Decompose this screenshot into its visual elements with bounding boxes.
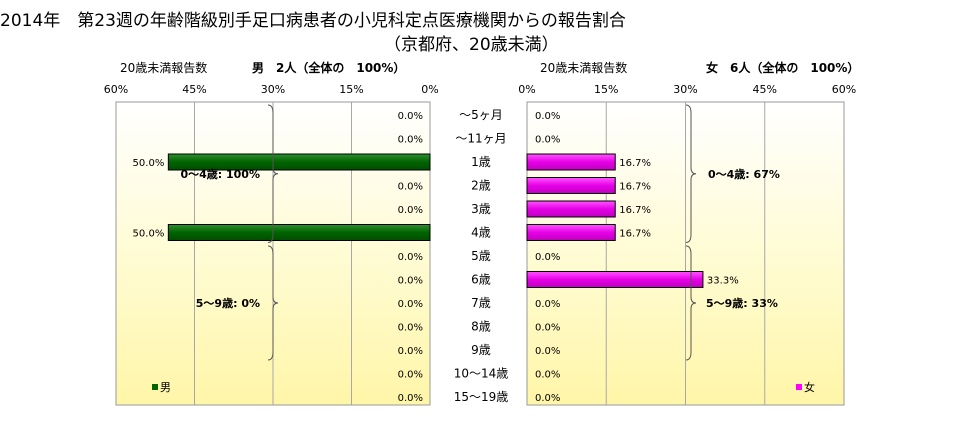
category-label: 1歳 bbox=[471, 155, 491, 169]
female-data-label: 33.3% bbox=[707, 276, 739, 287]
male-data-label: 0.0% bbox=[398, 252, 423, 263]
male-bar bbox=[167, 153, 431, 171]
female-data-label: 16.7% bbox=[619, 158, 651, 169]
female-tick-label: 45% bbox=[753, 83, 777, 96]
female-bar bbox=[526, 200, 616, 218]
female-data-label: 0.0% bbox=[535, 323, 560, 334]
category-label: 8歳 bbox=[471, 320, 491, 334]
female-bar bbox=[526, 177, 616, 194]
female-group-label: 0～4歳: 67% bbox=[708, 167, 780, 181]
female-bar bbox=[526, 224, 616, 241]
male-data-label: 0.0% bbox=[398, 135, 423, 146]
male-tick-label: 30% bbox=[261, 83, 285, 96]
female-data-label: 0.0% bbox=[535, 393, 560, 404]
category-label: 4歳 bbox=[471, 226, 491, 240]
male-data-label: 0.0% bbox=[398, 323, 423, 334]
female-data-label: 0.0% bbox=[535, 252, 560, 263]
male-legend-label: 男 bbox=[160, 381, 171, 394]
female-data-label: 16.7% bbox=[619, 182, 651, 193]
male-data-label: 0.0% bbox=[398, 111, 423, 122]
category-label: 15～19歳 bbox=[454, 390, 509, 404]
male-data-label: 0.0% bbox=[398, 346, 423, 357]
female-tick-label: 15% bbox=[594, 83, 618, 96]
male-tick-label: 15% bbox=[339, 83, 363, 96]
category-label: 9歳 bbox=[471, 343, 491, 357]
female-group-label: 5～9歳: 33% bbox=[706, 296, 778, 310]
male-data-label: 0.0% bbox=[398, 276, 423, 287]
male-group-bracket bbox=[267, 245, 279, 361]
female-group-bracket bbox=[685, 245, 697, 361]
female-count-label: 20歳未満報告数 bbox=[540, 60, 627, 75]
category-label: 7歳 bbox=[471, 296, 491, 310]
male-data-label: 50.0% bbox=[133, 229, 165, 240]
female-tick-label: 0% bbox=[518, 83, 535, 96]
male-data-label: 0.0% bbox=[398, 370, 423, 381]
female-bar bbox=[526, 271, 704, 288]
female-data-label: 16.7% bbox=[619, 229, 651, 240]
female-data-label: 0.0% bbox=[535, 135, 560, 146]
chart-title: 2014年 第23週の年齢階級別手足口病患者の小児科定点医療機関からの報告割合 bbox=[0, 11, 626, 31]
male-group-label: 5～9歳: 0% bbox=[196, 296, 260, 310]
female-legend-label: 女 bbox=[804, 380, 815, 394]
male-tick-label: 0% bbox=[421, 83, 438, 96]
female-tick-label: 30% bbox=[673, 83, 697, 96]
category-label: 6歳 bbox=[471, 273, 491, 287]
category-label: 2歳 bbox=[471, 179, 491, 193]
male-data-label: 50.0% bbox=[133, 158, 165, 169]
male-tick-label: 45% bbox=[182, 83, 206, 96]
category-label: ～11ヶ月 bbox=[455, 132, 506, 146]
male-legend-swatch bbox=[152, 384, 158, 390]
male-data-label: 0.0% bbox=[398, 299, 423, 310]
male-data-label: 0.0% bbox=[398, 182, 423, 193]
female-legend-swatch bbox=[796, 384, 802, 390]
female-group-bracket bbox=[685, 104, 697, 243]
female-data-label: 0.0% bbox=[535, 346, 560, 357]
category-label: ～5ヶ月 bbox=[459, 108, 503, 122]
male-bar bbox=[167, 224, 431, 241]
male-group-bracket bbox=[267, 104, 279, 243]
male-data-label: 0.0% bbox=[398, 205, 423, 216]
male-group-label: 0～4歳: 100% bbox=[180, 167, 260, 181]
male-count-label: 20歳未満報告数 bbox=[120, 60, 207, 75]
male-header: 男 2人（全体の 100%） bbox=[252, 60, 405, 75]
female-tick-label: 60% bbox=[832, 83, 856, 96]
category-label: 10～14歳 bbox=[454, 367, 509, 381]
female-data-label: 0.0% bbox=[535, 370, 560, 381]
female-header: 女 6人（全体の 100%） bbox=[706, 60, 859, 75]
chart-subtitle: （京都府、20歳未満） bbox=[384, 35, 559, 55]
male-tick-label: 60% bbox=[104, 83, 128, 96]
female-bar bbox=[526, 153, 616, 171]
category-label: 3歳 bbox=[471, 202, 491, 216]
female-data-label: 0.0% bbox=[535, 111, 560, 122]
female-data-label: 16.7% bbox=[619, 205, 651, 216]
female-data-label: 0.0% bbox=[535, 299, 560, 310]
category-label: 5歳 bbox=[471, 249, 491, 263]
male-data-label: 0.0% bbox=[398, 393, 423, 404]
